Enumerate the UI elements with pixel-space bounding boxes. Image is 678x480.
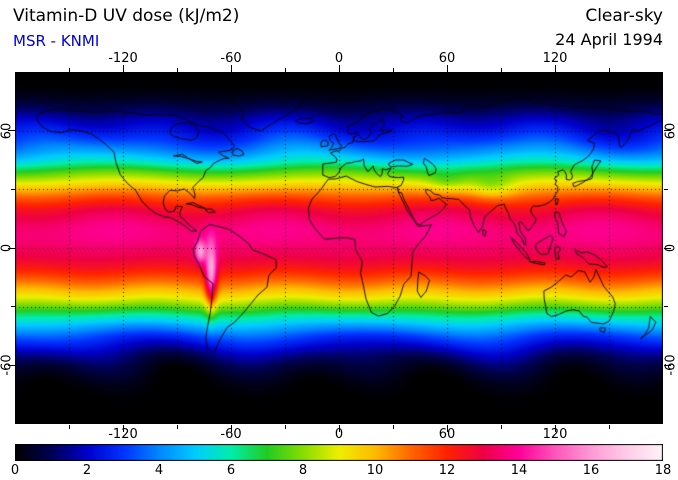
- lon-tick-top: [122, 65, 124, 72]
- lon-tick-label-bottom: 0: [334, 427, 344, 442]
- figure-date: 24 April 1994: [555, 30, 663, 49]
- colorbar-tick-label: 0: [10, 463, 20, 478]
- lat-tick-right: [664, 247, 671, 249]
- colorbar-tick-label: 6: [226, 463, 236, 478]
- lon-tick-top: [230, 65, 232, 72]
- lon-tick-top: [500, 68, 502, 72]
- lon-tick-top: [554, 65, 556, 72]
- lat-tick-label-left: 60: [0, 122, 15, 139]
- lon-tick-label-top: -120: [108, 51, 138, 66]
- lon-tick-bottom: [392, 425, 394, 429]
- lon-tick-top: [392, 68, 394, 72]
- lat-tick-left: [8, 247, 15, 249]
- lon-tick-bottom: [554, 425, 556, 432]
- lat-tick-right: [664, 306, 668, 308]
- lon-tick-bottom: [446, 425, 448, 432]
- lon-tick-top: [284, 68, 286, 72]
- lat-tick-label-left: -60: [0, 354, 15, 376]
- lon-tick-top: [446, 65, 448, 72]
- lon-tick-top: [608, 68, 610, 72]
- colorbar-tick-label: 2: [82, 463, 92, 478]
- colorbar-tick-label: 8: [298, 463, 308, 478]
- colorbar-tick-label: 16: [582, 463, 600, 478]
- lon-tick-bottom: [176, 425, 178, 429]
- lat-tick-right: [664, 130, 671, 132]
- figure-title: Vitamin-D UV dose (kJ/m2): [13, 6, 240, 26]
- map-canvas: [15, 72, 663, 424]
- colorbar-tick-label: 14: [510, 463, 528, 478]
- lon-tick-label-top: 0: [334, 51, 344, 66]
- lon-tick-label-top: -60: [220, 51, 242, 66]
- lon-tick-bottom: [338, 425, 340, 432]
- colorbar-canvas: [15, 444, 663, 461]
- colorbar-tick-label: 18: [654, 463, 672, 478]
- lon-tick-bottom: [500, 425, 502, 429]
- figure-source: MSR - KNMI: [13, 32, 100, 50]
- colorbar-tick-label: 12: [438, 463, 456, 478]
- lon-tick-label-top: 120: [542, 51, 568, 66]
- lon-tick-bottom: [122, 425, 124, 432]
- lon-tick-bottom: [284, 425, 286, 429]
- lon-tick-label-bottom: -120: [108, 427, 138, 442]
- lat-tick-label-left: 0: [0, 243, 15, 253]
- lat-tick-right: [664, 364, 671, 366]
- lat-tick-left: [11, 306, 15, 308]
- sky-condition-label: Clear-sky: [585, 6, 663, 26]
- lat-tick-label-right: 0: [663, 243, 678, 253]
- lon-tick-bottom: [230, 425, 232, 432]
- lon-tick-top: [338, 65, 340, 72]
- lon-tick-top: [176, 68, 178, 72]
- lon-tick-bottom: [68, 425, 70, 429]
- lon-tick-top: [68, 68, 70, 72]
- lat-tick-label-right: 60: [663, 122, 678, 139]
- lon-tick-label-bottom: -60: [220, 427, 242, 442]
- lat-tick-left: [8, 364, 15, 366]
- lat-tick-label-right: -60: [663, 354, 678, 376]
- colorbar-tick-label: 4: [154, 463, 164, 478]
- lat-tick-right: [664, 188, 668, 190]
- lat-tick-left: [11, 188, 15, 190]
- lon-tick-bottom: [608, 425, 610, 429]
- lon-tick-label-bottom: 60: [438, 427, 456, 442]
- lon-tick-label-bottom: 120: [542, 427, 568, 442]
- colorbar-tick-label: 10: [366, 463, 384, 478]
- lon-tick-label-top: 60: [438, 51, 456, 66]
- lat-tick-left: [8, 130, 15, 132]
